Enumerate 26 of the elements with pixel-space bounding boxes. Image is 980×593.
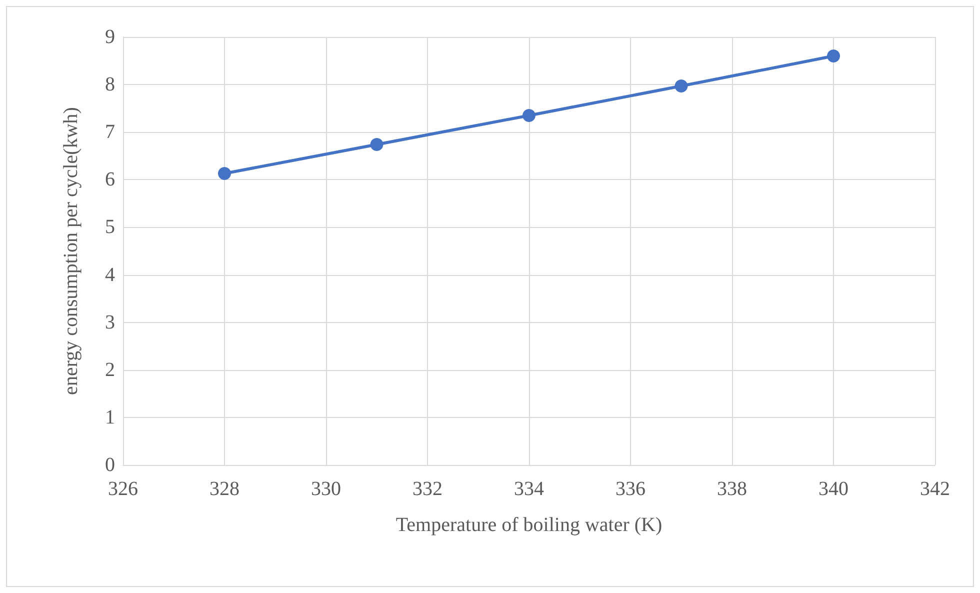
x-tick-label: 336 <box>616 478 646 500</box>
y-tick-label: 3 <box>105 311 115 334</box>
x-tick-label: 334 <box>514 478 544 500</box>
point <box>827 50 840 63</box>
point <box>674 79 688 92</box>
point <box>522 108 536 122</box>
y-tick-label: 4 <box>105 264 115 286</box>
x-tick-label: 338 <box>717 478 747 500</box>
x-tick-label: 332 <box>412 478 442 500</box>
x-tick-label: 340 <box>818 478 848 500</box>
y-tick-label: 2 <box>105 358 115 381</box>
x-axis-title: Temperature of boiling water (K) <box>396 514 662 536</box>
x-tick-label: 328 <box>210 478 240 500</box>
y-tick-label: 5 <box>105 216 115 238</box>
y-tick-label: 9 <box>105 26 115 48</box>
point <box>370 138 384 151</box>
y-tick-label: 0 <box>105 454 115 476</box>
x-tick-label: 342 <box>920 478 950 500</box>
point <box>218 166 231 180</box>
y-axis-title: energy consumption per cycle(kwh) <box>60 107 82 395</box>
y-tick-label: 1 <box>105 406 115 428</box>
x-tick-label: 330 <box>311 478 341 500</box>
x-tick-label: 326 <box>108 478 138 500</box>
y-tick-label: 7 <box>105 121 115 144</box>
y-tick-label: 8 <box>105 74 115 96</box>
y-tick-label: 6 <box>105 168 115 191</box>
